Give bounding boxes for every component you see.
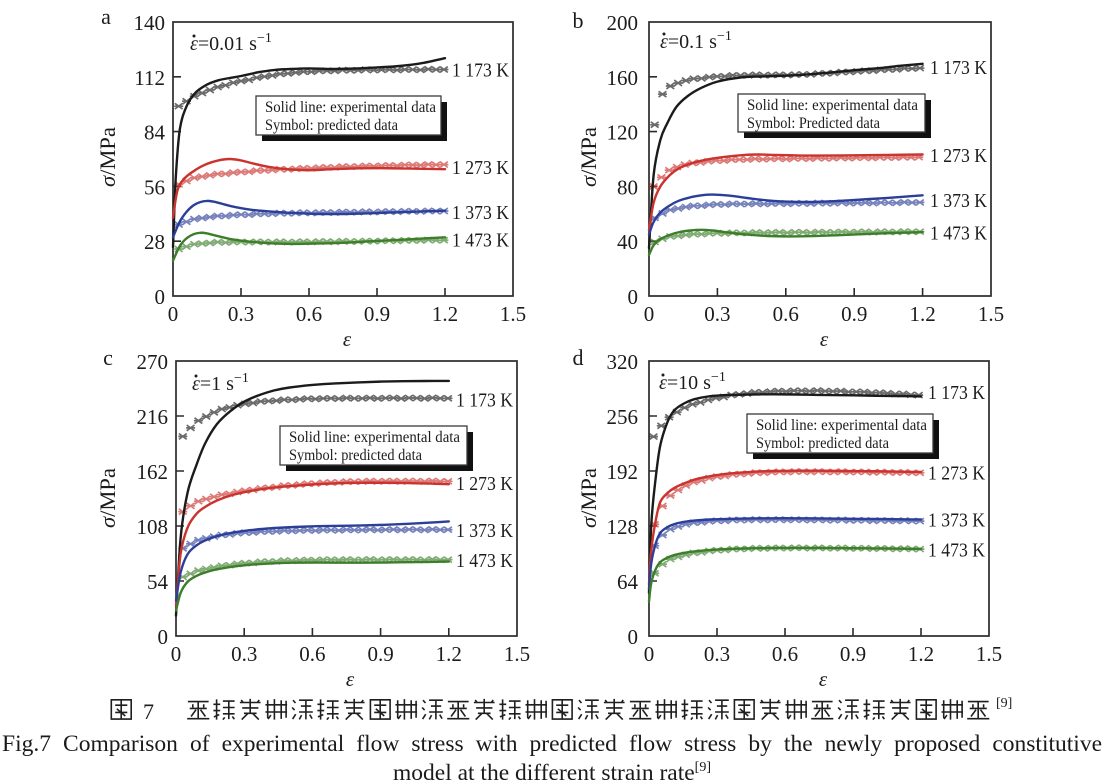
svg-text:40: 40 bbox=[617, 230, 638, 254]
svg-text:28: 28 bbox=[144, 230, 165, 254]
svg-text:a: a bbox=[101, 4, 111, 29]
svg-text:1 173 K: 1 173 K bbox=[928, 382, 985, 404]
svg-text:7: 7 bbox=[143, 699, 154, 724]
svg-text:Symbol: predicted data: Symbol: predicted data bbox=[265, 117, 398, 134]
svg-text:1 373 K: 1 373 K bbox=[452, 202, 509, 224]
svg-text:1 173 K: 1 173 K bbox=[452, 60, 509, 82]
svg-text:0: 0 bbox=[628, 285, 639, 309]
svg-text:Symbol: Predicted data: Symbol: Predicted data bbox=[747, 115, 880, 132]
svg-text:ε: ε bbox=[819, 667, 828, 691]
svg-text:1 273 K: 1 273 K bbox=[930, 145, 987, 167]
svg-text:1 173 K: 1 173 K bbox=[930, 57, 987, 79]
svg-text:0: 0 bbox=[628, 625, 639, 649]
svg-text:0: 0 bbox=[171, 642, 182, 666]
svg-text:120: 120 bbox=[607, 121, 639, 145]
svg-text:1 473 K: 1 473 K bbox=[928, 540, 985, 562]
svg-text:0.9: 0.9 bbox=[840, 642, 866, 666]
svg-text:1 273 K: 1 273 K bbox=[456, 473, 513, 495]
svg-text:ε: ε bbox=[343, 327, 352, 351]
svg-text:64: 64 bbox=[617, 570, 639, 594]
svg-text:320: 320 bbox=[607, 350, 639, 374]
svg-text:0: 0 bbox=[158, 625, 169, 649]
svg-text:Solid line: experimental data: Solid line: experimental data bbox=[289, 429, 460, 446]
svg-text:c: c bbox=[103, 345, 113, 370]
svg-text:1 473 K: 1 473 K bbox=[456, 550, 513, 572]
svg-text:216: 216 bbox=[137, 405, 169, 429]
svg-text:d: d bbox=[573, 345, 584, 370]
svg-text:1 273 K: 1 273 K bbox=[928, 463, 985, 485]
svg-text:0.6: 0.6 bbox=[772, 642, 798, 666]
svg-text:1 473 K: 1 473 K bbox=[930, 223, 987, 245]
svg-text:ε: ε bbox=[346, 667, 355, 691]
svg-text:Solid line: experimental data: Solid line: experimental data bbox=[756, 417, 927, 434]
svg-text:1.5: 1.5 bbox=[504, 642, 530, 666]
svg-text:0.9: 0.9 bbox=[841, 302, 867, 326]
svg-text:ε=0.1 s−1: ε=0.1 s−1 bbox=[660, 29, 732, 53]
svg-text:ε=10 s−1: ε=10 s−1 bbox=[659, 370, 726, 394]
svg-text:1 373 K: 1 373 K bbox=[928, 510, 985, 532]
svg-text:192: 192 bbox=[607, 460, 639, 484]
svg-text:b: b bbox=[573, 8, 584, 33]
svg-text:σ/MPa: σ/MPa bbox=[576, 127, 601, 187]
svg-text:160: 160 bbox=[607, 66, 639, 90]
svg-text:0: 0 bbox=[644, 642, 655, 666]
svg-text:108: 108 bbox=[137, 515, 169, 539]
svg-text:1 373 K: 1 373 K bbox=[930, 190, 987, 212]
svg-text:ε: ε bbox=[820, 327, 829, 351]
svg-text:0.3: 0.3 bbox=[704, 642, 730, 666]
svg-text:162: 162 bbox=[137, 460, 169, 484]
svg-text:[9]: [9] bbox=[996, 696, 1012, 711]
svg-text:1.2: 1.2 bbox=[908, 642, 934, 666]
svg-text:54: 54 bbox=[147, 570, 169, 594]
svg-text:1.2: 1.2 bbox=[432, 302, 458, 326]
svg-text:0: 0 bbox=[168, 302, 179, 326]
svg-text:0.9: 0.9 bbox=[364, 302, 390, 326]
svg-text:80: 80 bbox=[617, 175, 638, 199]
svg-text:128: 128 bbox=[607, 515, 639, 539]
svg-text:1.5: 1.5 bbox=[976, 642, 1002, 666]
svg-text:270: 270 bbox=[137, 350, 169, 374]
svg-text:0.3: 0.3 bbox=[231, 642, 257, 666]
svg-text:0.6: 0.6 bbox=[773, 302, 799, 326]
svg-text:0.6: 0.6 bbox=[299, 642, 325, 666]
svg-text:Solid line: experimental data: Solid line: experimental data bbox=[747, 97, 918, 114]
svg-text:0.3: 0.3 bbox=[228, 302, 254, 326]
svg-text:ε=0.01 s−1: ε=0.01 s−1 bbox=[190, 31, 272, 55]
svg-text:0.3: 0.3 bbox=[704, 302, 730, 326]
svg-text:56: 56 bbox=[144, 175, 165, 199]
svg-text:1 373 K: 1 373 K bbox=[456, 520, 513, 542]
svg-text:Symbol: predicted data: Symbol: predicted data bbox=[289, 447, 422, 464]
svg-text:0.9: 0.9 bbox=[367, 642, 393, 666]
svg-text:0: 0 bbox=[644, 302, 655, 326]
svg-text:1.2: 1.2 bbox=[436, 642, 462, 666]
svg-text:1.2: 1.2 bbox=[909, 302, 935, 326]
svg-text:1.5: 1.5 bbox=[500, 302, 526, 326]
svg-text:0.6: 0.6 bbox=[296, 302, 322, 326]
svg-text:σ/MPa: σ/MPa bbox=[576, 468, 601, 528]
svg-text:256: 256 bbox=[607, 405, 639, 429]
svg-text:1 473 K: 1 473 K bbox=[452, 230, 509, 252]
svg-text:200: 200 bbox=[607, 11, 639, 35]
svg-text:112: 112 bbox=[134, 66, 165, 90]
svg-text:1.5: 1.5 bbox=[978, 302, 1004, 326]
svg-text:84: 84 bbox=[144, 121, 166, 145]
svg-text:1 173 K: 1 173 K bbox=[456, 390, 513, 412]
svg-text:σ/MPa: σ/MPa bbox=[95, 127, 120, 187]
svg-text:140: 140 bbox=[134, 11, 166, 35]
svg-text:1 273 K: 1 273 K bbox=[452, 157, 509, 179]
svg-text:σ/MPa: σ/MPa bbox=[95, 468, 120, 528]
svg-text:0: 0 bbox=[155, 285, 166, 309]
svg-text:Solid line: experimental data: Solid line: experimental data bbox=[265, 99, 436, 116]
svg-text:Symbol: predicted data: Symbol: predicted data bbox=[756, 435, 889, 452]
svg-text:ε=1 s−1: ε=1 s−1 bbox=[192, 371, 249, 395]
